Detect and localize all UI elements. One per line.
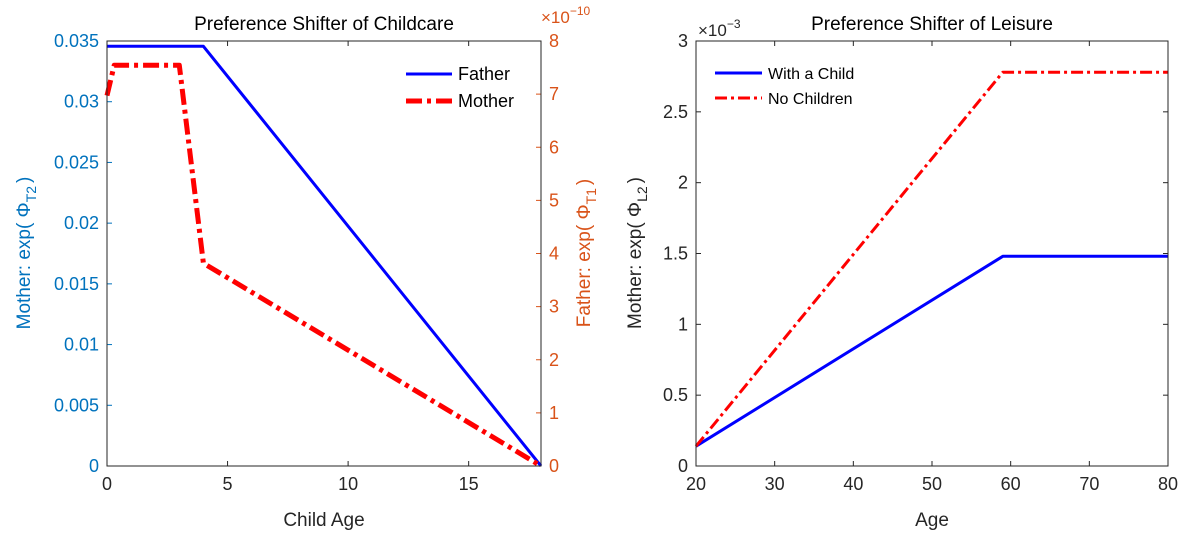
x-tick-label: 70: [1079, 474, 1099, 494]
right-axis-exponent-power: −10: [570, 4, 591, 18]
y-axis-label-leisure: Mother: exp( ΦL2): [625, 177, 650, 329]
y-axis-label-leisure-close: ): [625, 177, 646, 183]
chart-leisure: 20 30 40 50 60 70 80 0 0.5 1 1.5 2 2.5 3 Preference S…: [625, 14, 1178, 531]
series-line-with-a-child: [695, 254, 1168, 448]
y-tick-label-left: 2.5: [663, 102, 688, 122]
series-line-no-children: [694, 70, 1168, 448]
x-tick-label: 10: [338, 474, 358, 494]
y-axis-label-father-childcare: Father: exp( ΦT1): [574, 179, 599, 328]
y-tick-label-right: 0: [549, 456, 559, 476]
x-tick-label: 60: [1001, 474, 1021, 494]
y-axis-label-leisure-text: Mother: exp( Φ: [625, 202, 646, 329]
x-tick-label: 30: [765, 474, 785, 494]
y-tick-label-left: 1: [678, 314, 688, 334]
y-tick-label-left: 0.03: [64, 92, 99, 112]
y-axis-label-mother-childcare: Mother: exp( ΦT2): [14, 177, 39, 330]
y-tick-label-left: 3: [678, 31, 688, 51]
left-axis-exponent-base: ×10: [698, 21, 727, 40]
y-tick-label-left: 1.5: [663, 244, 688, 264]
x-tick-label: 40: [843, 474, 863, 494]
y-axis-label-father-close: ): [574, 179, 595, 185]
x-tick-label: 5: [223, 474, 233, 494]
axis-ticks-leisure: 20 30 40 50 60 70 80 0 0.5 1 1.5 2 2.5 3: [663, 31, 1178, 494]
right-axis-exponent: ×10−10: [541, 4, 591, 27]
y-tick-label-right: 7: [549, 84, 559, 104]
y-tick-label-left: 0: [89, 456, 99, 476]
axis-ticks-childcare: 0 5 10 1500.0050.010.0150.020.0250.030.0350…: [54, 31, 559, 494]
chart-title-leisure: Preference Shifter of Leisure: [811, 14, 1053, 35]
series-line-mother: [104, 62, 543, 469]
left-axis-exponent-leisure: ×10−3: [698, 17, 741, 40]
legend-leisure: With a Child No Children: [715, 66, 854, 108]
y-tick-label-left: 2: [678, 173, 688, 193]
x-axis-label-childcare: Child Age: [283, 510, 364, 531]
x-axis-label-leisure: Age: [915, 510, 949, 531]
plot-frame-leisure: [695, 40, 1169, 467]
y-axis-label-mother-text: Mother: exp( Φ: [14, 202, 35, 329]
x-tick-label: 20: [686, 474, 706, 494]
chart-title-childcare: Preference Shifter of Childcare: [194, 14, 454, 35]
y-tick-label-right: 4: [549, 244, 559, 264]
y-tick-label-right: 3: [549, 297, 559, 317]
right-axis-exponent-base: ×10: [541, 8, 570, 27]
x-tick-label: 80: [1158, 474, 1178, 494]
y-axis-label-mother-sub: T2: [23, 186, 39, 203]
legend-childcare: Father Mother: [406, 64, 514, 111]
y-tick-label-left: 0.005: [54, 395, 99, 415]
y-tick-label-left: 0.02: [64, 213, 99, 233]
y-tick-label-right: 8: [549, 31, 559, 51]
y-axis-label-mother-close: ): [14, 177, 35, 183]
series-lines-childcare: [104, 44, 543, 469]
legend-label-no-children: No Children: [768, 91, 852, 108]
y-tick-label-right: 6: [549, 137, 559, 157]
y-axis-label-leisure-sub: L2: [634, 186, 650, 202]
y-tick-label-right: 5: [549, 190, 559, 210]
x-tick-label: 50: [922, 474, 942, 494]
plot-area-childcare: [107, 41, 541, 466]
y-tick-label-left: 0.035: [54, 31, 99, 51]
plot-area-leisure: [696, 41, 1168, 466]
y-tick-label-left: 0.5: [663, 385, 688, 405]
series-line-father: [107, 44, 543, 467]
x-tick-label: 0: [102, 474, 112, 494]
y-tick-label-left: 0.01: [64, 335, 99, 355]
y-tick-label-left: 0: [678, 456, 688, 476]
legend-label-with-child: With a Child: [768, 66, 854, 83]
y-tick-label-right: 2: [549, 350, 559, 370]
y-axis-label-father-sub: T1: [583, 188, 599, 205]
y-tick-label-left: 0.025: [54, 152, 99, 172]
y-tick-label-right: 1: [549, 403, 559, 423]
plot-frame-childcare: [106, 40, 542, 467]
legend-label-mother: Mother: [458, 91, 514, 111]
y-tick-label-left: 0.015: [54, 274, 99, 294]
y-axis-label-father-text: Father: exp( Φ: [574, 204, 595, 327]
x-tick-label: 15: [459, 474, 479, 494]
chart-childcare: 0 5 10 1500.0050.010.0150.020.0250.030.0350…: [14, 4, 599, 531]
series-lines-leisure: [694, 70, 1168, 448]
left-axis-exponent-power: −3: [727, 17, 741, 31]
legend-label-father: Father: [458, 64, 510, 84]
